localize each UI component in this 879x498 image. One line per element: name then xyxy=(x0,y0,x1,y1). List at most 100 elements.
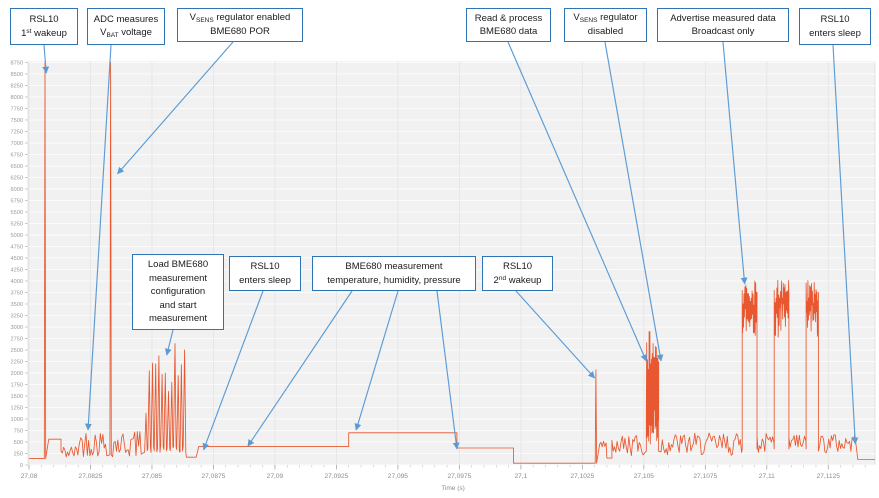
annotation-box-rsl10-first-wakeup: RSL10 1st wakeup xyxy=(10,8,78,45)
x-tick-label: 27,085 xyxy=(142,473,163,480)
annotation-arrow xyxy=(247,290,353,447)
x-tick-label: 27,0875 xyxy=(202,473,226,480)
y-tick-label: 8250 xyxy=(11,83,23,89)
y-tick-label: 5750 xyxy=(11,198,23,204)
annotation-box-rsl10-enters-sleep-end: RSL10 enters sleep xyxy=(799,8,871,45)
annotation-arrow xyxy=(42,44,50,74)
y-tick-label: 2000 xyxy=(11,371,23,377)
y-tick-label: 4250 xyxy=(11,267,23,273)
x-axis-label: Time (s) xyxy=(441,485,465,492)
y-tick-label: 4500 xyxy=(11,256,23,262)
x-tick-label: 27,1025 xyxy=(570,473,594,480)
annotation-box-load-bme680-configuration: Load BME680 measurement configuration and s… xyxy=(132,254,224,330)
y-tick-label: 5000 xyxy=(11,233,23,239)
annotation-text: 1st wakeup xyxy=(21,27,67,39)
annotation-arrow xyxy=(117,41,234,175)
annotation-box-adc-measures-vbat: ADC measures VBAT voltage xyxy=(87,8,165,45)
x-tick-label: 27,1 xyxy=(514,473,527,480)
annotation-arrow xyxy=(436,290,460,450)
annotation-arrow xyxy=(507,41,647,362)
y-tick-label: 3250 xyxy=(11,313,23,319)
annotation-arrow xyxy=(832,44,859,445)
annotation-text: temperature, humidity, pressure xyxy=(327,274,461,286)
annotation-text: RSL10 xyxy=(502,261,533,273)
annotation-box-read-process-bme680-data: Read & process BME680 data xyxy=(466,8,551,42)
y-tick-label: 6750 xyxy=(11,152,23,158)
y-tick-label: 2250 xyxy=(11,359,23,365)
x-tick-label: 27,11 xyxy=(759,473,775,480)
y-tick-label: 8500 xyxy=(11,72,23,78)
x-tick-label: 27,105 xyxy=(634,473,655,480)
y-tick-label: 7750 xyxy=(11,106,23,112)
annotation-arrow xyxy=(604,41,664,362)
annotation-text: configuration xyxy=(150,286,206,298)
annotation-text: RSL10 xyxy=(29,14,59,26)
x-tick-label: 27,08 xyxy=(21,473,38,480)
annotation-arrow xyxy=(84,44,112,431)
current-trace xyxy=(29,62,875,464)
x-tick-label: 27,09 xyxy=(267,473,284,480)
annotation-arrow xyxy=(515,290,596,379)
annotation-text: enters sleep xyxy=(809,27,861,39)
y-tick-label: 3750 xyxy=(11,290,23,296)
annotation-box-vsens-regulator-disabled: VSENS regulator disabled xyxy=(564,8,647,42)
annotation-text: Read & process xyxy=(474,12,543,24)
annotation-text: RSL10 xyxy=(250,261,280,273)
annotation-box-vsens-regulator-enabled-bme680-por: VSENS regulator enabled BME680 POR xyxy=(177,8,303,42)
annotation-text: VSENS regulator xyxy=(573,12,638,25)
annotation-text: VSENS regulator enabled xyxy=(189,12,291,25)
annotation-box-bme680-measurement: BME680 measurement temperature, humidity,… xyxy=(312,256,476,291)
x-tick-label: 27,0975 xyxy=(447,473,471,480)
annotation-text: ADC measures xyxy=(93,13,159,25)
y-tick-label: 4750 xyxy=(11,244,23,250)
y-tick-label: 1750 xyxy=(11,382,23,388)
y-tick-label: 2500 xyxy=(11,348,23,354)
y-tick-label: 2750 xyxy=(11,336,23,342)
annotation-text: RSL10 xyxy=(820,14,850,26)
annotation-text: Broadcast only xyxy=(691,26,755,37)
y-tick-label: 6500 xyxy=(11,164,23,170)
y-tick-label: 4000 xyxy=(11,279,23,285)
annotation-text: BME680 POR xyxy=(210,26,270,38)
annotation-arrow xyxy=(164,329,174,356)
annotation-box-advertise-measured-data: Advertise measured data Broadcast only xyxy=(657,8,789,42)
annotation-text: 2nd wakeup xyxy=(493,274,542,286)
x-tick-label: 27,095 xyxy=(388,473,409,480)
y-tick-label: 5250 xyxy=(11,221,23,227)
y-tick-label: 0 xyxy=(20,463,23,469)
annotation-text: BME680 data xyxy=(479,26,538,37)
annotation-text: measurement xyxy=(148,272,208,284)
annotation-box-rsl10-second-wakeup: RSL10 2nd wakeup xyxy=(482,256,553,291)
annotation-text: Advertise measured data xyxy=(670,12,776,24)
y-tick-label: 1000 xyxy=(11,417,23,423)
annotation-arrow xyxy=(202,290,264,451)
y-tick-label: 7000 xyxy=(11,141,23,147)
x-tick-label: 27,0925 xyxy=(324,473,348,480)
annotation-arrow xyxy=(354,290,399,431)
annotation-text: VBAT voltage xyxy=(100,27,152,40)
y-tick-label: 5500 xyxy=(11,210,23,216)
y-tick-label: 1500 xyxy=(11,394,23,400)
y-tick-label: 7500 xyxy=(11,118,23,124)
annotation-text: measurement xyxy=(148,313,208,325)
y-tick-label: 6250 xyxy=(11,175,23,181)
y-tick-label: 1250 xyxy=(11,405,23,411)
y-tick-label: 3500 xyxy=(11,302,23,308)
annotation-arrow xyxy=(722,41,748,285)
y-tick-label: 8750 xyxy=(11,60,23,66)
x-tick-label: 27,0825 xyxy=(79,473,103,480)
x-tick-label: 27,1075 xyxy=(693,473,717,480)
y-tick-label: 7250 xyxy=(11,129,23,135)
y-tick-label: 500 xyxy=(14,440,23,446)
annotation-text: Load BME680 xyxy=(147,259,209,271)
annotation-text: BME680 measurement xyxy=(345,261,443,273)
annotation-text: and start xyxy=(159,299,197,311)
annotation-text: enters sleep xyxy=(239,274,291,286)
annotation-text: disabled xyxy=(587,26,624,38)
y-tick-label: 250 xyxy=(14,451,23,457)
x-tick-label: 27,1125 xyxy=(817,473,841,480)
y-tick-label: 3000 xyxy=(11,325,23,331)
y-tick-label: 6000 xyxy=(11,187,23,193)
